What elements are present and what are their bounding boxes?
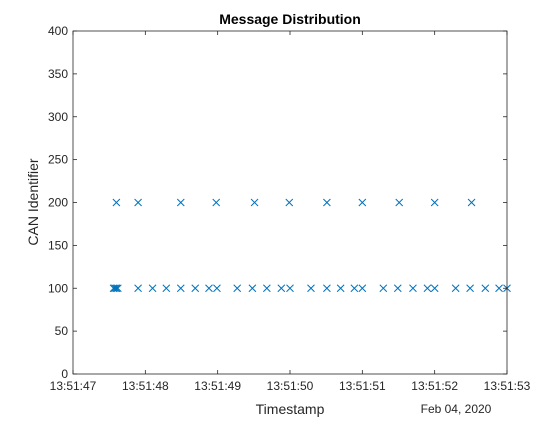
data-point bbox=[205, 284, 213, 293]
data-point bbox=[113, 284, 122, 293]
y-tick-label: 0 bbox=[61, 367, 68, 381]
data-point bbox=[213, 284, 221, 293]
x-axis-date-label: Feb 04, 2020 bbox=[421, 402, 492, 416]
data-point bbox=[358, 198, 367, 207]
chart-title: Message Distribution bbox=[219, 11, 361, 27]
axis-ticks: 13:51:47 13:51:48 13:51:49 13:51:50 13:51:51… bbox=[48, 24, 531, 393]
x-axis-label: Timestamp bbox=[256, 401, 325, 417]
data-point bbox=[481, 284, 490, 293]
data-point bbox=[134, 198, 142, 207]
data-point bbox=[248, 284, 257, 293]
data-point bbox=[307, 284, 315, 293]
data-point bbox=[262, 284, 271, 293]
data-point bbox=[176, 284, 185, 293]
data-point bbox=[250, 198, 259, 207]
x-tick-label: 13:51:49 bbox=[194, 379, 241, 393]
data-points bbox=[109, 198, 511, 293]
data-point bbox=[358, 284, 367, 293]
data-point bbox=[285, 198, 294, 207]
data-point bbox=[336, 284, 345, 293]
y-tick-label: 150 bbox=[48, 238, 68, 252]
data-point bbox=[430, 284, 439, 293]
data-point bbox=[323, 284, 331, 293]
x-tick-label: 13:51:50 bbox=[267, 379, 314, 393]
data-point bbox=[286, 284, 294, 293]
x-tick-label: 13:51:52 bbox=[411, 379, 458, 393]
data-point bbox=[467, 198, 476, 207]
data-point bbox=[111, 284, 119, 293]
y-tick-label: 300 bbox=[48, 110, 68, 124]
data-point bbox=[430, 198, 439, 207]
y-tick-label: 50 bbox=[55, 324, 69, 338]
x-tick-label: 13:51:48 bbox=[122, 379, 169, 393]
data-point bbox=[409, 284, 417, 293]
data-point bbox=[379, 284, 388, 293]
y-tick-label: 400 bbox=[48, 24, 68, 38]
data-point bbox=[495, 284, 503, 293]
x-tick-label: 13:51:47 bbox=[50, 379, 97, 393]
data-point bbox=[233, 284, 242, 293]
data-point bbox=[148, 284, 157, 293]
data-point bbox=[466, 284, 474, 293]
y-tick-label: 200 bbox=[48, 196, 68, 210]
data-point bbox=[162, 284, 171, 293]
data-point bbox=[395, 198, 404, 207]
data-point bbox=[323, 198, 331, 207]
y-tick-label: 350 bbox=[48, 67, 68, 81]
y-tick-label: 100 bbox=[48, 281, 68, 295]
data-point bbox=[423, 284, 432, 293]
data-point bbox=[112, 198, 121, 207]
data-point bbox=[212, 198, 221, 207]
data-point bbox=[451, 284, 460, 293]
data-point bbox=[191, 284, 200, 293]
y-tick-label: 250 bbox=[48, 153, 68, 167]
x-tick-label: 13:51:51 bbox=[339, 379, 386, 393]
data-point bbox=[277, 284, 286, 293]
data-point bbox=[112, 284, 121, 293]
data-point bbox=[176, 198, 185, 207]
y-axis-label: CAN Identifier bbox=[25, 158, 41, 245]
data-point bbox=[350, 284, 359, 293]
data-point bbox=[134, 284, 142, 293]
x-tick-label: 13:51:53 bbox=[484, 379, 531, 393]
data-point bbox=[393, 284, 402, 293]
